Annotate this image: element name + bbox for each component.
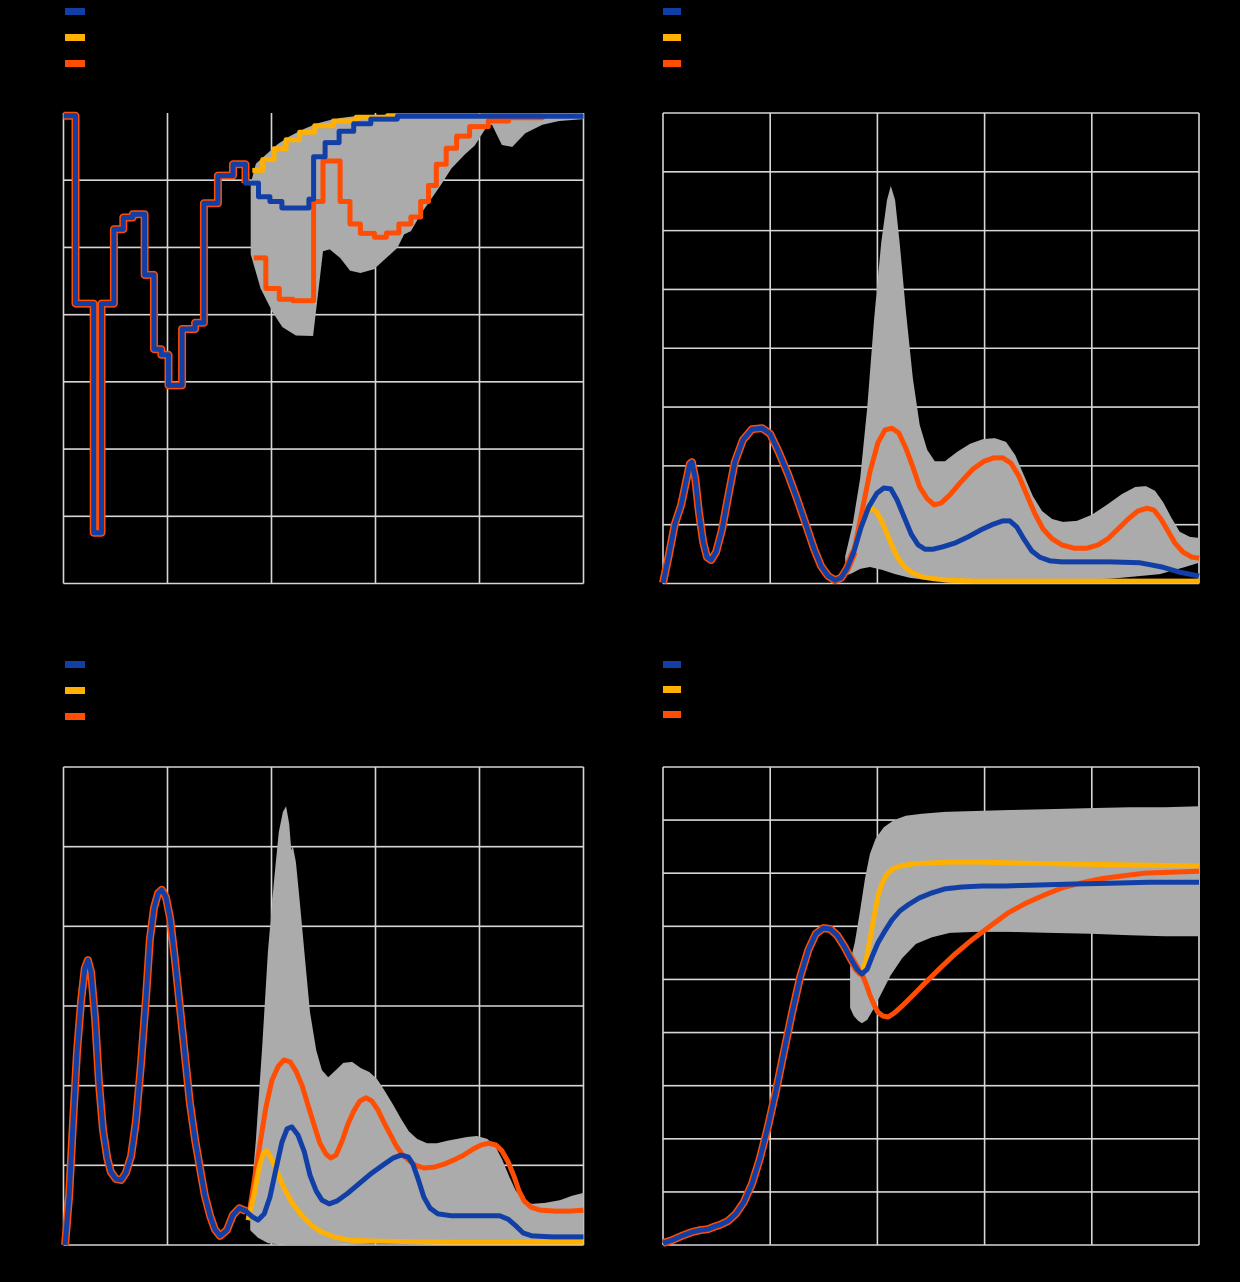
legend-swatch-blue	[65, 661, 85, 668]
series-orange-line	[845, 425, 1200, 569]
series-orange-line	[253, 113, 584, 304]
legend-bottom-left	[65, 661, 85, 720]
legend-swatch-yellow	[663, 34, 681, 41]
chart-top-left	[62, 8, 585, 585]
chart-bottom-right	[661, 661, 1200, 1247]
legend-top-left	[65, 8, 85, 67]
series-orange-line	[859, 868, 1200, 1020]
orange-fringe-under-blue	[61, 885, 248, 1246]
uncertainty-band	[250, 114, 584, 337]
grid-top-right	[662, 112, 1200, 585]
legend-swatch-orange	[65, 60, 85, 67]
legend-swatch-orange	[663, 711, 681, 718]
legend-swatch-orange	[65, 713, 85, 720]
uncertainty-band	[250, 806, 584, 1245]
series-blue-line	[62, 887, 584, 1246]
legend-swatch-orange	[663, 60, 681, 67]
orange-fringe-under-blue	[659, 424, 858, 585]
legend-swatch-yellow	[663, 686, 681, 693]
chart-bottom-left	[61, 661, 585, 1246]
series-yellow-line	[245, 1148, 584, 1245]
legend-top-right	[663, 8, 681, 67]
legend-bottom-right	[663, 661, 681, 718]
legend-swatch-yellow	[65, 34, 85, 41]
legend-swatch-yellow	[65, 687, 85, 694]
legend-swatch-blue	[663, 661, 681, 668]
chart-top-right	[659, 8, 1200, 585]
series-blue-line	[660, 425, 1200, 584]
uncertainty-band	[850, 806, 1199, 1024]
series-blue-line	[662, 879, 1199, 1246]
series-blue-line	[63, 113, 584, 536]
legend-swatch-blue	[65, 8, 85, 15]
series-yellow-line	[252, 113, 584, 173]
legend-swatch-blue	[663, 8, 681, 15]
series-yellow-line	[859, 859, 1200, 973]
uncertainty-band	[845, 185, 1199, 583]
series-orange-line	[245, 1057, 584, 1221]
